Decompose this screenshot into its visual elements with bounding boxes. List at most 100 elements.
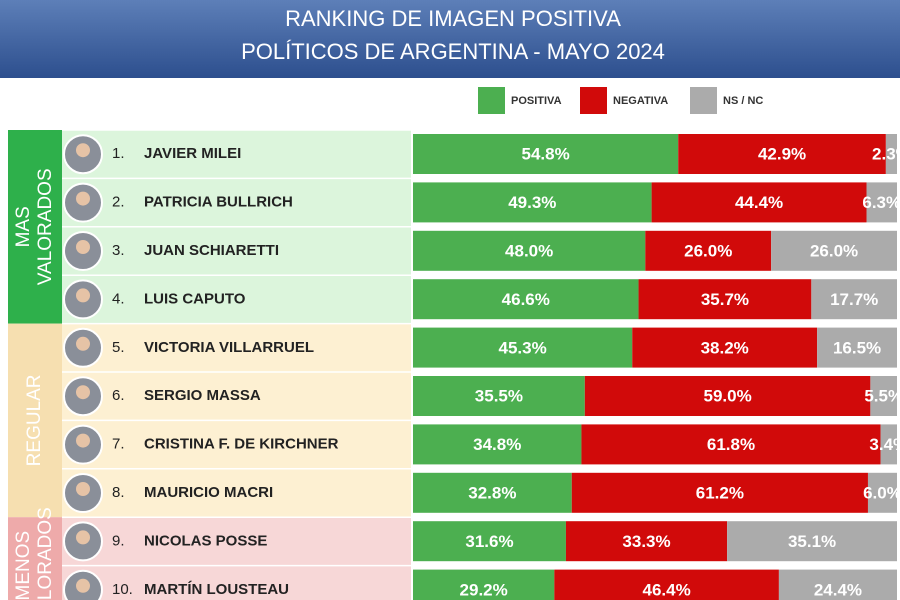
politician-name: CRISTINA F. DE KIRCHNER: [144, 436, 339, 453]
value-label: 35.1%: [788, 532, 836, 551]
bar-segment: [632, 327, 818, 368]
bar-segment: [778, 569, 897, 600]
value-label: 26.0%: [810, 241, 858, 260]
bar-segment: [413, 521, 566, 562]
avatar-head: [76, 433, 90, 448]
bar-segment: [413, 376, 585, 416]
politician-name: JAVIER MILEI: [144, 145, 241, 162]
rank: 9.: [112, 532, 125, 549]
value-label: 61.2%: [696, 483, 744, 502]
group-label-line: MENOS: [13, 531, 34, 600]
legend-swatch: [580, 87, 607, 114]
politician-name: VICTORIA VILLARRUEL: [144, 339, 314, 356]
rank: 6.: [112, 387, 125, 404]
avatar-head: [76, 143, 90, 158]
value-label: 2.3%: [872, 145, 900, 164]
bar-segment: [885, 134, 897, 174]
value-label: 61.8%: [707, 435, 755, 454]
politician-name: LUIS CAPUTO: [144, 290, 246, 307]
bar-segment: [727, 521, 897, 562]
bar-segment: [584, 376, 871, 416]
avatar-head: [76, 578, 90, 593]
bar-segment: [811, 279, 897, 320]
bar-segment: [880, 424, 897, 465]
bar-segment: [638, 279, 812, 320]
politician-name: SERGIO MASSA: [144, 387, 261, 404]
bar-segment: [867, 472, 897, 513]
bar-segment: [645, 230, 772, 271]
header-banner: [0, 0, 900, 78]
rank: 2.: [112, 194, 125, 211]
rank: 5.: [112, 339, 125, 356]
value-label: 31.6%: [465, 532, 513, 551]
avatar-head: [76, 336, 90, 351]
group-strip: [8, 323, 62, 518]
value-label: 49.3%: [508, 193, 556, 212]
value-label: 38.2%: [701, 338, 749, 357]
rank: 4.: [112, 290, 125, 307]
value-label: 35.5%: [475, 387, 523, 406]
bar-segment: [817, 327, 897, 368]
legend-swatch: [478, 87, 505, 114]
bar-segment: [413, 327, 633, 368]
bar-segment: [571, 472, 868, 513]
legend-label: NS / NC: [723, 95, 763, 107]
avatar-head: [76, 530, 90, 545]
value-label: 26.0%: [684, 241, 732, 260]
bar-segment: [870, 376, 897, 416]
bar-segment: [581, 424, 881, 465]
group-label-line: REGULAR: [24, 374, 45, 466]
avatar-head: [76, 288, 90, 303]
group-strip: [8, 130, 62, 324]
value-label: 3.4%: [869, 435, 900, 454]
bar-segment: [651, 182, 867, 223]
bar-segment: [413, 230, 646, 271]
value-label: 35.7%: [701, 290, 749, 309]
politician-name: MARTÍN LOUSTEAU: [144, 581, 289, 598]
value-label: 42.9%: [758, 145, 806, 164]
value-label: 17.7%: [830, 290, 878, 309]
group-background: [62, 517, 411, 600]
legend-label: NEGATIVA: [613, 95, 668, 107]
politician-name: NICOLAS POSSE: [144, 532, 267, 549]
group-label-line: VALORADOS: [35, 507, 56, 600]
bar-segment: [413, 424, 582, 465]
avatar-head: [76, 240, 90, 254]
legend-label: POSITIVA: [511, 95, 562, 107]
avatar-head: [76, 191, 90, 206]
bar-segment: [565, 521, 728, 562]
bar-segment: [413, 569, 555, 600]
bar-segment: [866, 182, 897, 223]
value-label: 5.5%: [864, 387, 900, 406]
avatar-head: [76, 482, 90, 496]
value-label: 59.0%: [703, 387, 751, 406]
value-label: 6.0%: [863, 483, 900, 502]
bar-segment: [413, 472, 572, 513]
value-label: 44.4%: [735, 193, 783, 212]
value-label: 46.6%: [502, 290, 550, 309]
bar-segment: [413, 279, 639, 320]
group-label: REGULAR: [24, 374, 45, 466]
value-label: 6.3%: [862, 193, 900, 212]
value-label: 29.2%: [460, 580, 508, 599]
avatar-head: [76, 385, 90, 400]
value-label: 48.0%: [505, 241, 553, 260]
group-label-line: MAS: [13, 206, 34, 247]
value-label: 24.4%: [814, 580, 862, 599]
bar-segment: [678, 134, 886, 174]
group-label: MENOS VALORADOS: [13, 507, 56, 600]
rank: 1.: [112, 145, 125, 162]
bar-segment: [771, 230, 897, 271]
politician-name: MAURICIO MACRI: [144, 484, 273, 501]
value-label: 45.3%: [499, 338, 547, 357]
value-label: 46.4%: [643, 580, 691, 599]
value-label: 34.8%: [473, 435, 521, 454]
rank: 8.: [112, 484, 125, 501]
rank: 7.: [112, 436, 125, 453]
bar-segment: [413, 182, 652, 223]
value-label: 16.5%: [833, 338, 881, 357]
politician-name: PATRICIA BULLRICH: [144, 194, 293, 211]
value-label: 32.8%: [468, 483, 516, 502]
